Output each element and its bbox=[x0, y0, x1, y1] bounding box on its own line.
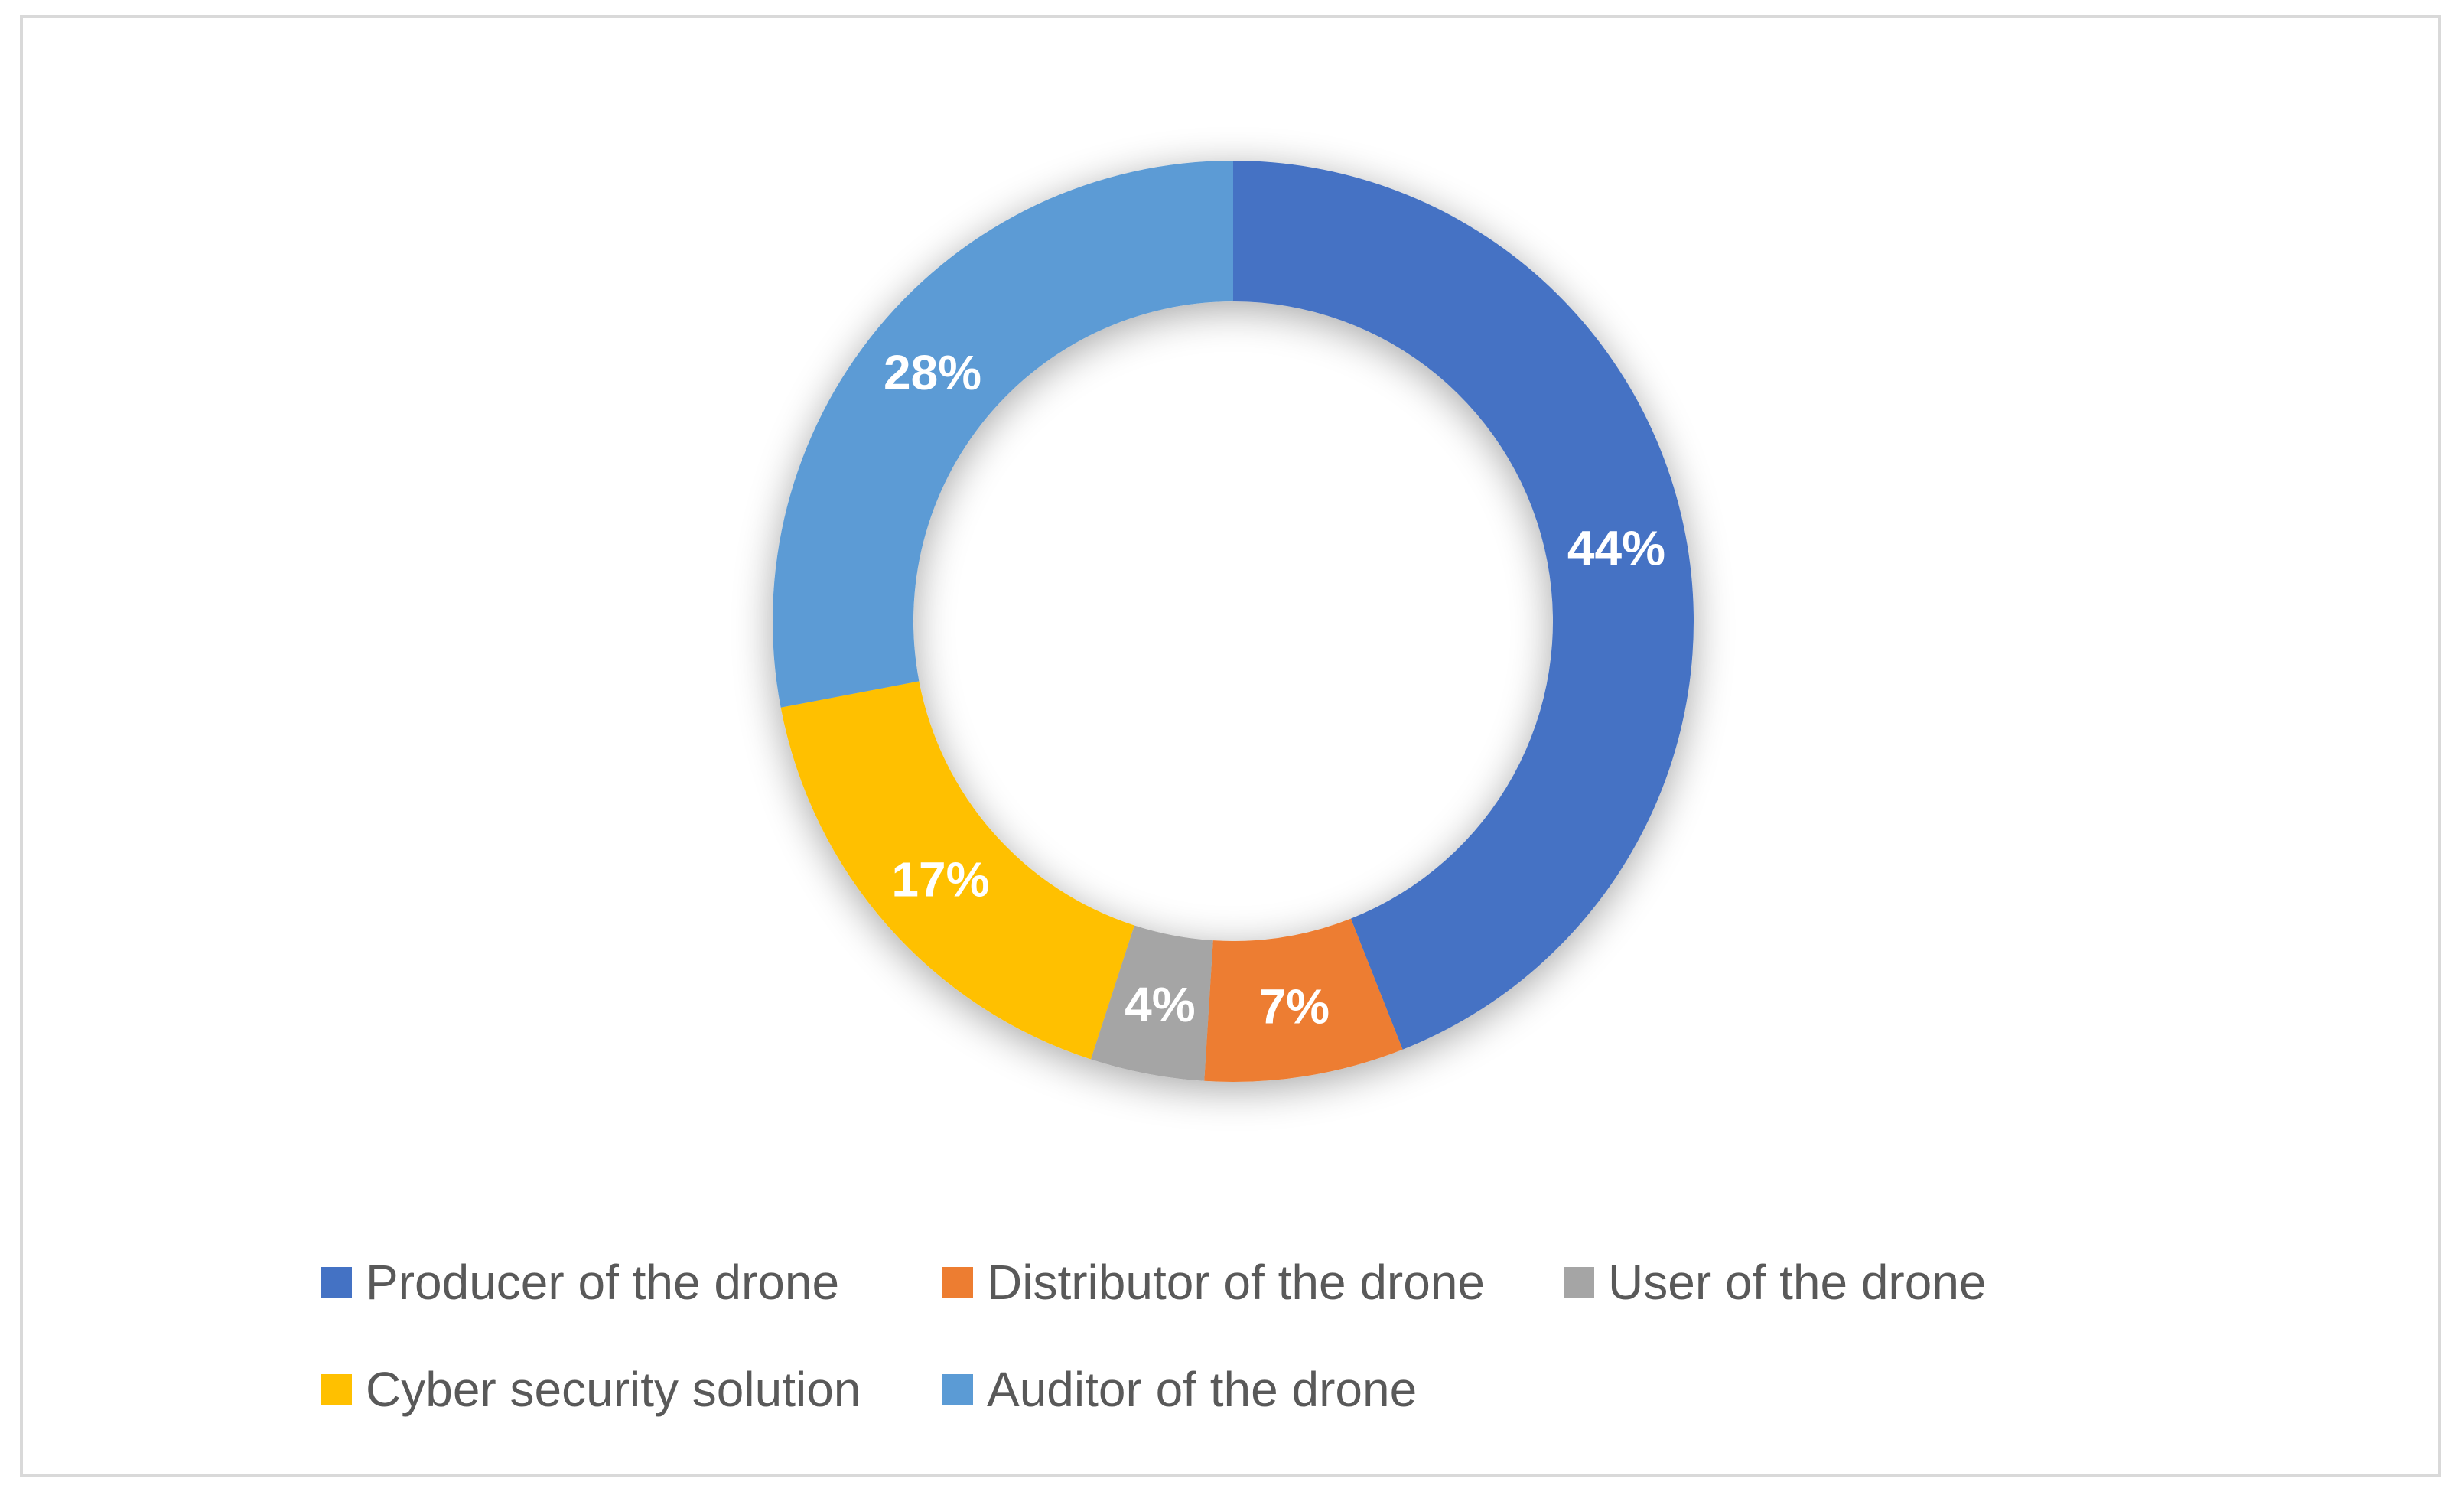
legend-label-user-of-the-drone: User of the drone bbox=[1608, 1255, 1987, 1310]
legend-label-auditor-of-the-drone: Auditor of the drone bbox=[987, 1362, 1417, 1417]
data-label-auditor-of-the-drone: 28% bbox=[884, 345, 981, 400]
data-label-cyber-security-solution: 17% bbox=[891, 852, 989, 907]
legend-swatch-user-of-the-drone bbox=[1564, 1267, 1594, 1298]
slice-auditor-of-the-drone bbox=[773, 160, 1233, 708]
legend-item-distributor-of-the-drone: Distributor of the drone bbox=[942, 1255, 1485, 1310]
legend-label-producer-of-the-drone: Producer of the drone bbox=[366, 1255, 839, 1310]
legend-swatch-auditor-of-the-drone bbox=[942, 1374, 973, 1405]
slice-producer-of-the-drone bbox=[1233, 161, 1694, 1050]
slice-distributor-of-the-drone bbox=[1204, 918, 1403, 1082]
legend-label-cyber-security-solution: Cyber security solution bbox=[366, 1362, 861, 1417]
slice-user-of-the-drone bbox=[1090, 925, 1213, 1081]
data-label-user-of-the-drone: 4% bbox=[1125, 977, 1196, 1032]
legend-swatch-producer-of-the-drone bbox=[321, 1267, 352, 1298]
legend-item-cyber-security-solution: Cyber security solution bbox=[321, 1362, 861, 1417]
data-label-distributor-of-the-drone: 7% bbox=[1259, 979, 1330, 1034]
legend-label-distributor-of-the-drone: Distributor of the drone bbox=[987, 1255, 1485, 1310]
donut-data-labels: 44% 7% 4% 17% 28% bbox=[884, 345, 1665, 1034]
legend-swatch-cyber-security-solution bbox=[321, 1374, 352, 1405]
legend-item-producer-of-the-drone: Producer of the drone bbox=[321, 1255, 839, 1310]
legend-item-user-of-the-drone: User of the drone bbox=[1564, 1255, 1987, 1310]
legend-swatch-distributor-of-the-drone bbox=[942, 1267, 973, 1298]
legend: Producer of the drone Distributor of the … bbox=[321, 1255, 1987, 1417]
data-label-producer-of-the-drone: 44% bbox=[1567, 520, 1665, 575]
slice-cyber-security-solution bbox=[780, 681, 1134, 1060]
donut-slices bbox=[773, 160, 1694, 1082]
legend-item-auditor-of-the-drone: Auditor of the drone bbox=[942, 1362, 1417, 1417]
